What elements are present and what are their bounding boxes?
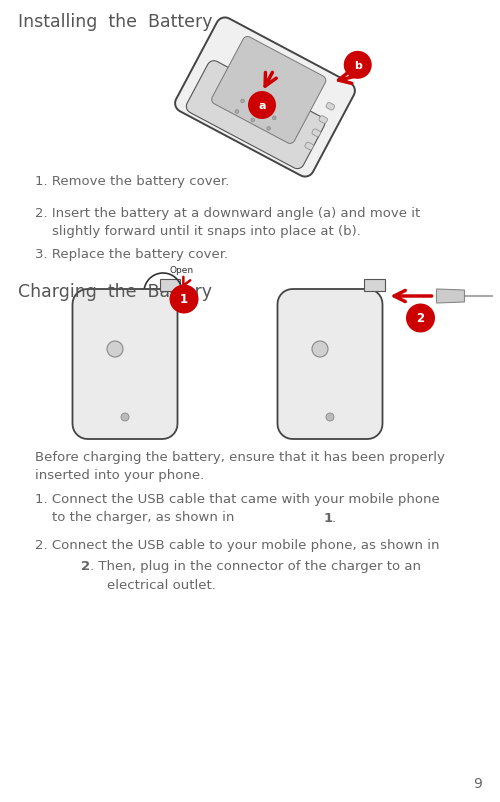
Text: 1: 1 [180,294,188,306]
Polygon shape [278,290,382,439]
Text: a: a [258,101,266,111]
Text: b: b [354,61,362,71]
Polygon shape [436,290,464,304]
Text: 1: 1 [324,512,333,525]
Circle shape [235,111,238,114]
Text: Charging  the  Battery: Charging the Battery [18,282,212,301]
Text: 1. Connect the USB cable that came with your mobile phone
    to the charger, as: 1. Connect the USB cable that came with … [35,492,440,524]
Circle shape [344,52,371,79]
Polygon shape [72,290,178,439]
Polygon shape [160,280,180,292]
Text: 9: 9 [473,776,482,790]
Text: 2. Insert the battery at a downward angle (a) and move it
    slightly forward u: 2. Insert the battery at a downward angl… [35,207,420,238]
Text: 2: 2 [81,560,90,573]
Circle shape [326,414,334,422]
Circle shape [272,117,276,120]
Circle shape [248,92,276,119]
Polygon shape [305,143,314,151]
Text: Open: Open [170,265,194,274]
Circle shape [121,414,129,422]
Polygon shape [186,62,325,169]
Polygon shape [212,38,326,144]
Text: .: . [332,512,336,525]
Circle shape [406,304,435,333]
Circle shape [251,119,254,123]
Circle shape [267,128,270,131]
Text: 2. Connect the USB cable to your mobile phone, as shown in: 2. Connect the USB cable to your mobile … [35,538,439,569]
Text: Installing  the  Battery: Installing the Battery [18,13,212,31]
Text: 1. Remove the battery cover.: 1. Remove the battery cover. [35,175,229,188]
Text: 2: 2 [416,312,424,325]
Circle shape [240,100,244,103]
Circle shape [170,286,198,314]
Polygon shape [312,130,320,137]
Circle shape [107,342,123,358]
Text: Before charging the battery, ensure that it has been properly
inserted into your: Before charging the battery, ensure that… [35,451,445,482]
Text: . Then, plug in the connector of the charger to an
    electrical outlet.: . Then, plug in the connector of the cha… [90,560,421,591]
Polygon shape [319,116,328,124]
Text: 3. Replace the battery cover.: 3. Replace the battery cover. [35,248,228,261]
Polygon shape [364,280,384,292]
Circle shape [256,108,260,112]
Polygon shape [326,103,334,111]
Circle shape [312,342,328,358]
Polygon shape [175,18,355,177]
